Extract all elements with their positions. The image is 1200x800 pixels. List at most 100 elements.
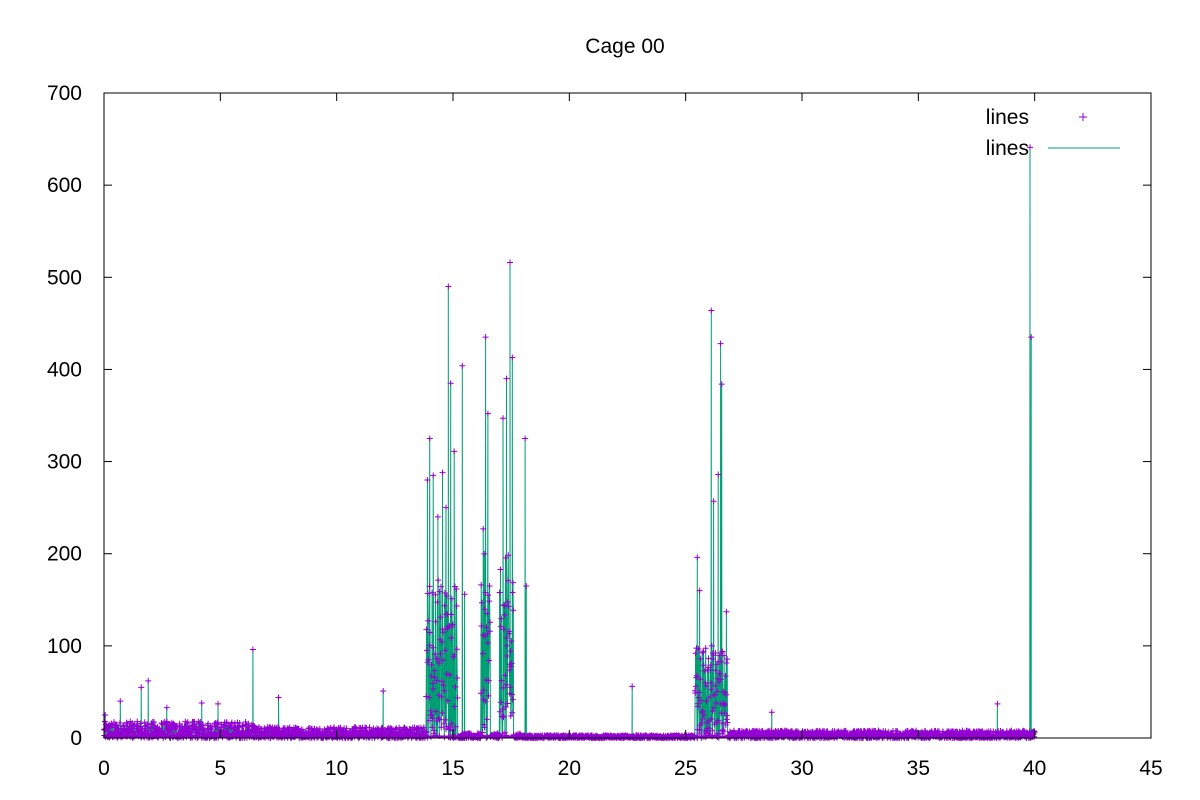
data-point xyxy=(441,602,448,609)
data-point xyxy=(720,728,727,735)
data-point xyxy=(439,709,446,716)
data-point xyxy=(507,648,514,655)
y-tick-label: 500 xyxy=(47,266,82,289)
data-point xyxy=(486,582,493,589)
data-point xyxy=(506,667,513,674)
data-point xyxy=(431,674,438,681)
data-point xyxy=(994,700,1001,707)
data-point xyxy=(117,698,124,705)
data-point xyxy=(697,676,704,683)
x-tick-label: 0 xyxy=(98,757,110,780)
data-point xyxy=(702,679,709,686)
data-point xyxy=(510,579,517,586)
data-point xyxy=(482,334,489,341)
data-point xyxy=(509,354,516,361)
data-point xyxy=(427,629,434,636)
data-point xyxy=(448,611,455,618)
data-point xyxy=(437,650,444,657)
data-point xyxy=(508,660,515,667)
series-line xyxy=(103,147,1036,740)
plot-data xyxy=(101,144,1038,741)
data-point xyxy=(718,649,725,656)
data-point xyxy=(438,724,445,731)
data-point xyxy=(432,618,439,625)
y-tick-label: 0 xyxy=(70,727,82,750)
data-point xyxy=(695,646,702,653)
data-point xyxy=(508,638,515,645)
x-tick-label: 5 xyxy=(214,757,226,780)
data-point xyxy=(169,729,176,736)
data-point xyxy=(427,707,434,714)
data-point xyxy=(710,498,717,505)
data-point xyxy=(393,725,400,732)
data-point xyxy=(366,724,373,731)
data-point xyxy=(240,722,247,729)
data-point xyxy=(723,660,730,667)
data-point xyxy=(717,670,724,677)
data-point xyxy=(438,678,445,685)
data-point xyxy=(431,727,438,734)
data-point xyxy=(502,554,509,561)
data-point xyxy=(478,622,485,629)
data-point xyxy=(111,719,118,726)
data-point xyxy=(499,684,506,691)
data-point xyxy=(212,723,219,730)
data-point xyxy=(484,639,491,646)
data-point xyxy=(443,592,450,599)
data-point xyxy=(697,697,704,704)
data-point xyxy=(497,566,504,573)
data-point xyxy=(448,720,455,727)
data-point xyxy=(101,718,108,725)
data-point xyxy=(703,698,710,705)
data-point xyxy=(507,259,514,266)
data-point xyxy=(138,684,145,691)
data-point xyxy=(453,603,460,610)
data-point xyxy=(134,718,141,725)
data-point xyxy=(147,725,154,732)
data-point xyxy=(454,694,461,701)
data-point xyxy=(479,599,486,606)
data-point xyxy=(423,626,430,633)
data-point xyxy=(507,684,514,691)
data-point xyxy=(498,677,505,684)
data-point xyxy=(706,725,713,732)
data-point xyxy=(429,715,436,722)
y-tick-label: 300 xyxy=(47,451,82,474)
data-point xyxy=(498,699,505,706)
data-point xyxy=(239,723,246,730)
data-point xyxy=(487,619,494,626)
data-point xyxy=(454,674,461,681)
data-point xyxy=(435,577,442,584)
data-point xyxy=(510,607,517,614)
data-point xyxy=(718,658,725,665)
data-point xyxy=(250,722,257,729)
data-point xyxy=(503,642,510,649)
data-point xyxy=(717,340,724,347)
data-point xyxy=(509,696,516,703)
data-point xyxy=(503,681,510,688)
data-point xyxy=(445,283,452,290)
data-point xyxy=(439,469,446,476)
data-point xyxy=(424,477,431,483)
data-point xyxy=(452,723,459,730)
data-point xyxy=(502,704,509,711)
data-point xyxy=(481,724,488,731)
data-point xyxy=(137,720,144,727)
legend: lines lines xyxy=(986,106,1120,160)
data-point xyxy=(695,689,702,696)
data-point xyxy=(439,657,446,664)
data-point xyxy=(443,671,450,678)
data-point xyxy=(451,651,458,658)
data-point xyxy=(432,591,439,598)
data-point xyxy=(505,603,512,610)
data-point xyxy=(434,513,441,520)
data-point xyxy=(144,721,151,728)
data-point xyxy=(123,719,130,726)
data-point xyxy=(424,590,431,597)
legend-point-marker xyxy=(1079,113,1087,121)
data-point xyxy=(498,615,505,622)
data-point xyxy=(459,362,466,369)
data-point xyxy=(431,667,438,674)
data-point xyxy=(423,693,430,700)
data-point xyxy=(228,719,235,726)
